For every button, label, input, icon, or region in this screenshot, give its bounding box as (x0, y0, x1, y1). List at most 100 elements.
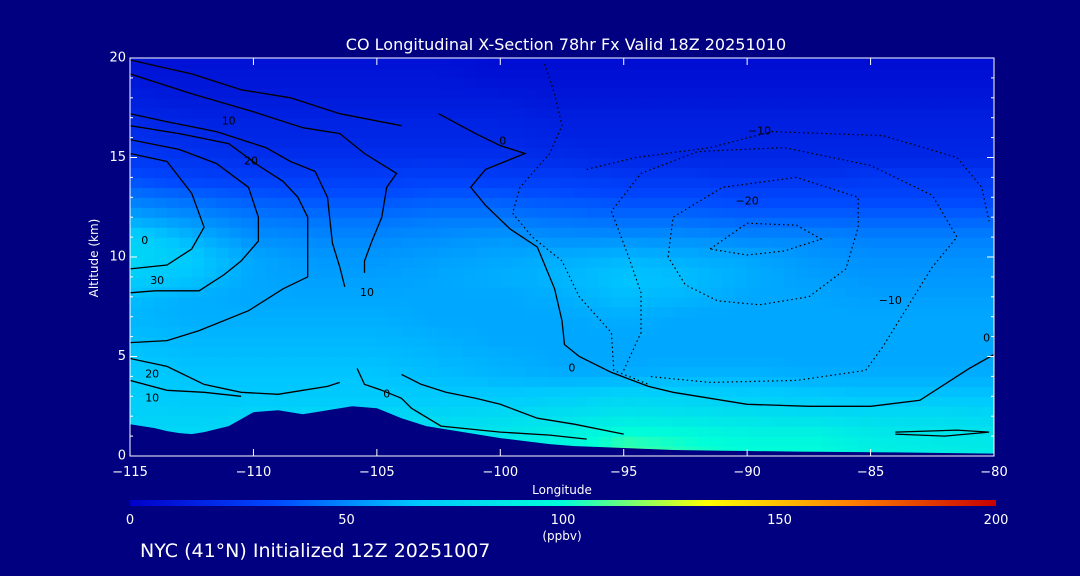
heatmap-cell (623, 147, 637, 159)
heatmap-cell (882, 237, 896, 248)
contour-line (610, 146, 958, 384)
heatmap-cell (389, 247, 403, 258)
heatmap-cell (685, 366, 699, 377)
heatmap-cell (389, 326, 403, 338)
heatmap-cell (364, 58, 378, 69)
heatmap-cell (376, 87, 390, 99)
heatmap-cell (253, 306, 267, 318)
heatmap-cell (487, 117, 501, 129)
heatmap-cell (487, 97, 501, 109)
heatmap-cell (438, 257, 452, 268)
heatmap-cell (623, 207, 637, 218)
heatmap-cell (845, 446, 859, 456)
heatmap-cell (278, 117, 292, 129)
heatmap-cell (142, 247, 156, 258)
heatmap-cell (154, 217, 168, 228)
heatmap-cell (327, 396, 341, 407)
heatmap-cell (438, 107, 452, 119)
heatmap-cell (352, 117, 366, 129)
heatmap-cell (438, 276, 452, 288)
heatmap-cell (389, 316, 403, 328)
heatmap-cell (426, 167, 440, 178)
heatmap-cell (290, 296, 304, 308)
heatmap-cell (932, 247, 946, 258)
heatmap-cell (969, 276, 983, 288)
heatmap-cell (969, 316, 983, 328)
heatmap-cell (574, 87, 588, 99)
heatmap-cell (450, 147, 464, 159)
heatmap-cell (981, 296, 994, 308)
colorbar-tick-label: 200 (984, 513, 1009, 528)
heatmap-cell (562, 306, 575, 318)
heatmap-cell (228, 197, 242, 208)
heatmap-cell (685, 197, 699, 208)
heatmap-cell (784, 286, 798, 298)
heatmap-cell (771, 356, 785, 368)
heatmap-cell (586, 237, 600, 248)
heatmap-cell (734, 217, 748, 228)
heatmap-cell (154, 306, 168, 318)
heatmap-cell (944, 247, 958, 258)
heatmap-cell (660, 356, 674, 368)
heatmap-cell (722, 157, 736, 169)
heatmap-cell (450, 207, 464, 218)
heatmap-cell (302, 207, 316, 218)
heatmap-cell (315, 346, 329, 358)
heatmap-cell (932, 207, 946, 218)
heatmap-cell (623, 217, 637, 228)
heatmap-cell (882, 117, 896, 129)
heatmap-cell (512, 286, 526, 298)
heatmap-cell (784, 306, 798, 318)
heatmap-cell (376, 177, 390, 188)
heatmap-cell (549, 356, 563, 368)
heatmap-cell (512, 247, 526, 258)
heatmap-cell (808, 306, 822, 318)
heatmap-cell (660, 187, 674, 198)
heatmap-cell (204, 336, 217, 348)
heatmap-cell (944, 107, 958, 119)
heatmap-cell (413, 177, 427, 188)
heatmap-cell (130, 207, 143, 218)
heatmap-cell (302, 266, 316, 278)
heatmap-cell (944, 306, 958, 318)
heatmap-cell (956, 67, 970, 79)
heatmap-cell (808, 187, 822, 198)
heatmap-cell (882, 386, 896, 397)
heatmap-cell (278, 346, 292, 358)
heatmap-cell (821, 157, 835, 169)
heatmap-cell (463, 167, 477, 178)
heatmap-cell (204, 117, 217, 129)
heatmap-cell (821, 386, 835, 397)
heatmap-cell (265, 177, 279, 188)
heatmap-cell (833, 58, 847, 69)
heatmap-cell (845, 167, 859, 178)
heatmap-cell (253, 177, 267, 188)
heatmap-cell (784, 436, 798, 447)
footer-caption: NYC (41°N) Initialized 12Z 20251007 (140, 540, 491, 562)
heatmap-cell (376, 237, 390, 248)
heatmap-cell (352, 227, 366, 238)
heatmap-cell (265, 127, 279, 139)
heatmap-cell (636, 177, 649, 188)
heatmap-cell (660, 107, 674, 119)
heatmap-cell (771, 366, 785, 377)
heatmap-cell (722, 257, 736, 268)
heatmap-cell (586, 177, 600, 188)
heatmap-cell (969, 306, 983, 318)
heatmap-cell (191, 237, 205, 248)
heatmap-cell (253, 137, 267, 149)
heatmap-cell (623, 296, 637, 308)
heatmap-cell (784, 127, 798, 139)
heatmap-cell (130, 107, 143, 119)
heatmap-cell (821, 147, 835, 159)
heatmap-cell (636, 107, 649, 119)
heatmap-cell (241, 336, 255, 348)
x-tick-label: −90 (733, 465, 760, 480)
heatmap-cell (524, 356, 538, 368)
heatmap-cell (204, 376, 217, 387)
heatmap-cell (784, 237, 798, 248)
heatmap-cell (734, 237, 748, 248)
heatmap-cell (179, 77, 193, 89)
heatmap-cell (253, 217, 267, 228)
heatmap-cell (450, 197, 464, 208)
